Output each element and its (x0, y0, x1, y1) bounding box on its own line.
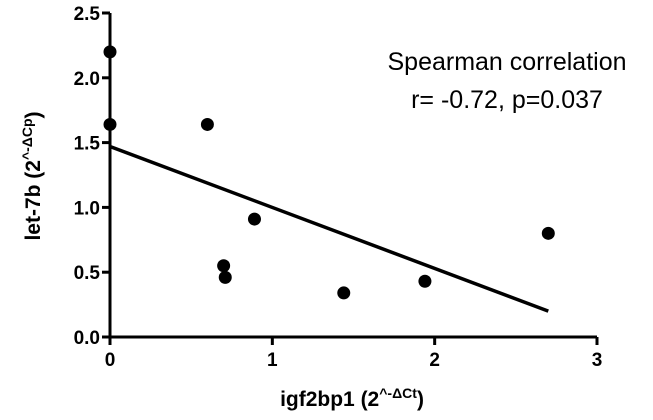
y-tick-label: 2.5 (74, 4, 101, 25)
data-point (418, 274, 432, 288)
annotation-line-1: Spearman correlation (387, 48, 626, 76)
x-ticks: 0 1 2 3 (105, 337, 603, 371)
data-point (218, 270, 232, 284)
y-axis-title-superscript: ^-ΔCp (19, 118, 35, 160)
data-point (337, 286, 351, 300)
data-point (247, 212, 261, 226)
y-ticks: 0.0 0.5 1.0 1.5 2.0 2.5 (74, 4, 110, 349)
data-point (103, 45, 117, 59)
data-point (217, 259, 231, 273)
x-axis-title-superscript: ^-ΔCt (379, 385, 417, 401)
x-axis-title-close: ) (417, 388, 424, 411)
x-tick-label: 3 (592, 350, 603, 371)
y-axis-title: let-7b (2^-ΔCp) (19, 111, 45, 240)
x-axis-title-main: igf2bp1 (2 (280, 388, 379, 411)
x-tick-label: 2 (429, 350, 440, 371)
x-axis-title: igf2bp1 (2^-ΔCt) (280, 385, 424, 411)
data-point (541, 226, 555, 240)
data-point (103, 117, 117, 131)
y-tick-label: 2.0 (74, 69, 100, 90)
data-point (200, 117, 214, 131)
x-tick-label: 1 (267, 350, 278, 371)
y-tick-label: 1.0 (74, 198, 100, 219)
y-tick-label: 0.0 (74, 328, 100, 349)
y-tick-label: 0.5 (74, 263, 101, 284)
annotation-line-2: r= -0.72, p=0.037 (411, 86, 603, 114)
axes (108, 13, 597, 339)
y-axis-title-close: ) (22, 111, 45, 118)
data-points (103, 45, 555, 300)
annotation: Spearman correlation r= -0.72, p=0.037 (387, 48, 626, 114)
x-tick-label: 0 (105, 350, 116, 371)
regression-line (109, 144, 549, 313)
regression-group (109, 144, 549, 313)
y-tick-label: 1.5 (74, 134, 101, 155)
y-axis-title-main: let-7b (2 (22, 160, 45, 241)
